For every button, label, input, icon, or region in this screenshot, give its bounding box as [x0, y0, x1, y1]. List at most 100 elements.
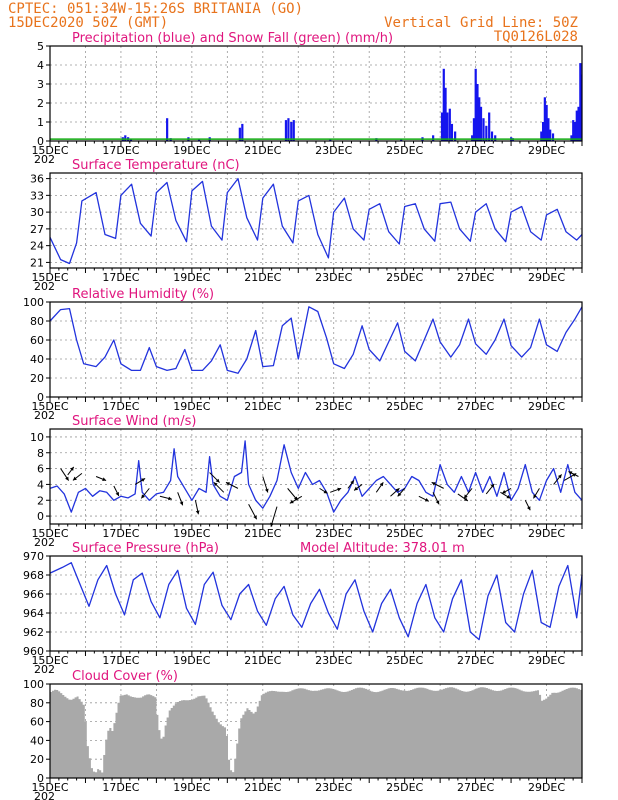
pressure-ytick-label: 964 — [23, 607, 44, 620]
precip-title: Precipitation (blue) and Snow Fall (gree… — [72, 31, 393, 46]
temp-series-line — [49, 177, 583, 265]
cloud-ytick-label: 60 — [30, 716, 44, 729]
precip-xtick-label: 27DEC — [457, 144, 494, 157]
wind-xtick-label: 25DEC — [386, 527, 423, 540]
precip-bar — [450, 123, 454, 141]
cloud-xtick-label: 19DEC — [173, 781, 210, 794]
precip-bar — [471, 135, 474, 141]
wind-arrow-head — [533, 494, 537, 499]
precip-bar — [485, 125, 488, 141]
temp-ytick-label: 24 — [30, 240, 44, 253]
precip-bar — [329, 139, 332, 141]
precip-bar — [290, 122, 293, 141]
cloud-year-label: 202 — [34, 790, 55, 800]
rh-xtick-label: 27DEC — [457, 400, 494, 413]
precip-year-label: 202 — [34, 153, 55, 166]
pressure-xtick-label: 21DEC — [244, 654, 281, 667]
precip-bar — [540, 131, 543, 141]
precip-bar — [129, 139, 133, 141]
temp-frame — [49, 172, 583, 269]
precip-bar — [490, 131, 494, 141]
precip-bar — [472, 118, 476, 141]
wind-arrow-head — [490, 483, 495, 488]
cloud-xtick-label: 29DEC — [528, 781, 565, 794]
temp-title: Surface Temperature (nC) — [72, 158, 240, 173]
pressure-xtick-label: 19DEC — [173, 654, 210, 667]
wind-xtick-label: 19DEC — [173, 527, 210, 540]
temp-xtick-label: 21DEC — [244, 271, 281, 284]
precip-ytick-label: 3 — [37, 78, 44, 91]
cloud-ytick-label: 100 — [23, 678, 44, 691]
wind-arrow-head — [141, 478, 146, 482]
precip-bar — [570, 135, 573, 141]
rh-xtick-label: 25DEC — [386, 400, 423, 413]
wind-arrow-head — [323, 489, 328, 494]
precip-panel: 0 1 2 3 4 5 15DEC 17DEC 19DEC 21DEC 23DEC 25DEC 27DE… — [31, 31, 583, 166]
wind-arrow-head — [463, 497, 468, 501]
rh-ytick-label: 0 — [37, 391, 44, 404]
temp-xtick-label: 29DEC — [528, 271, 565, 284]
pressure-xtick-label: 23DEC — [315, 654, 352, 667]
wind-arrow-head — [289, 499, 294, 504]
wind-xtick-label: 15DEC — [31, 527, 68, 540]
rh-frame — [49, 301, 583, 398]
precip-bar — [238, 127, 241, 141]
rh-xtick-label: 15DEC — [31, 400, 68, 413]
precip-ytick-label: 2 — [37, 97, 44, 110]
pressure-ytick-label: 962 — [23, 626, 44, 639]
wind-arrow-head — [70, 466, 74, 471]
wind-arrow-head — [72, 476, 77, 481]
cloud-ytick-label: 20 — [30, 753, 44, 766]
temp-xtick-label: 23DEC — [315, 271, 352, 284]
precip-xtick-label: 23DEC — [315, 144, 352, 157]
wind-arrow-head — [435, 500, 440, 505]
temp-year-label: 202 — [34, 280, 55, 293]
precip-bar — [577, 106, 580, 141]
wind-arrow-head — [354, 486, 359, 491]
precip-ytick-label: 4 — [37, 59, 44, 72]
precip-bar — [545, 104, 548, 141]
rh-panel: 0 20 40 60 80 100 15DEC 17DEC 19DEC 21DEC 23DEC 25D… — [23, 287, 583, 422]
pressure-xtick-label: 29DEC — [528, 654, 565, 667]
wind-arrow-head — [379, 482, 384, 487]
precip-bar — [543, 97, 546, 141]
cloud-xtick-label: 15DEC — [31, 781, 68, 794]
temp-xtick-label: 17DEC — [102, 271, 139, 284]
pressure-ytick-label: 970 — [23, 550, 44, 563]
precip-frame — [49, 45, 583, 142]
header-code: TQ0126L028 — [494, 29, 578, 45]
wind-arrow-head — [141, 494, 145, 499]
pressure-xtick-label: 27DEC — [457, 654, 494, 667]
precip-xtick-label: 15DEC — [31, 144, 68, 157]
precip-bar — [551, 133, 555, 141]
wind-arrow-head — [195, 510, 200, 515]
wind-xtick-label: 27DEC — [457, 527, 494, 540]
wind-arrow-head — [557, 474, 562, 479]
rh-ytick-label: 80 — [30, 315, 44, 328]
header-grid-note: Vertical Grid Line: 50Z — [384, 15, 578, 31]
wind-year-label: 202 — [34, 536, 55, 549]
header-date: 15DEC2020 50Z (GMT) — [8, 15, 168, 31]
wind-arrow-head — [350, 480, 354, 485]
temp-xtick-label: 25DEC — [386, 271, 423, 284]
wind-arrow-head — [102, 477, 107, 481]
precip-ytick-label: 5 — [37, 40, 44, 53]
wind-arrow-head — [65, 476, 69, 481]
wind-ytick-label: 8 — [37, 447, 44, 460]
rh-xtick-label: 23DEC — [315, 400, 352, 413]
cloud-xtick-label: 21DEC — [244, 781, 281, 794]
temp-panel: 21 24 27 30 33 36 15DEC 17DEC 19DEC 21DEC 23DEC 25D… — [30, 158, 583, 293]
cloud-xtick-label: 25DEC — [386, 781, 423, 794]
wind-arrow-head — [397, 492, 402, 497]
wind-arrow-head — [115, 492, 119, 496]
precip-bar — [432, 135, 435, 141]
precip-bar — [284, 120, 288, 141]
wind-xtick-label: 21DEC — [244, 527, 281, 540]
temp-xtick-label: 15DEC — [31, 271, 68, 284]
precip-bar — [488, 112, 491, 141]
precip-bar — [479, 106, 483, 141]
precip-bar — [166, 118, 169, 141]
rh-xtick-label: 21DEC — [244, 400, 281, 413]
precip-bar — [572, 120, 575, 141]
pressure-panel: 960 962 964 966 968 970 15DEC 17DEC 19DEC 21DEC 23… — [23, 541, 583, 676]
